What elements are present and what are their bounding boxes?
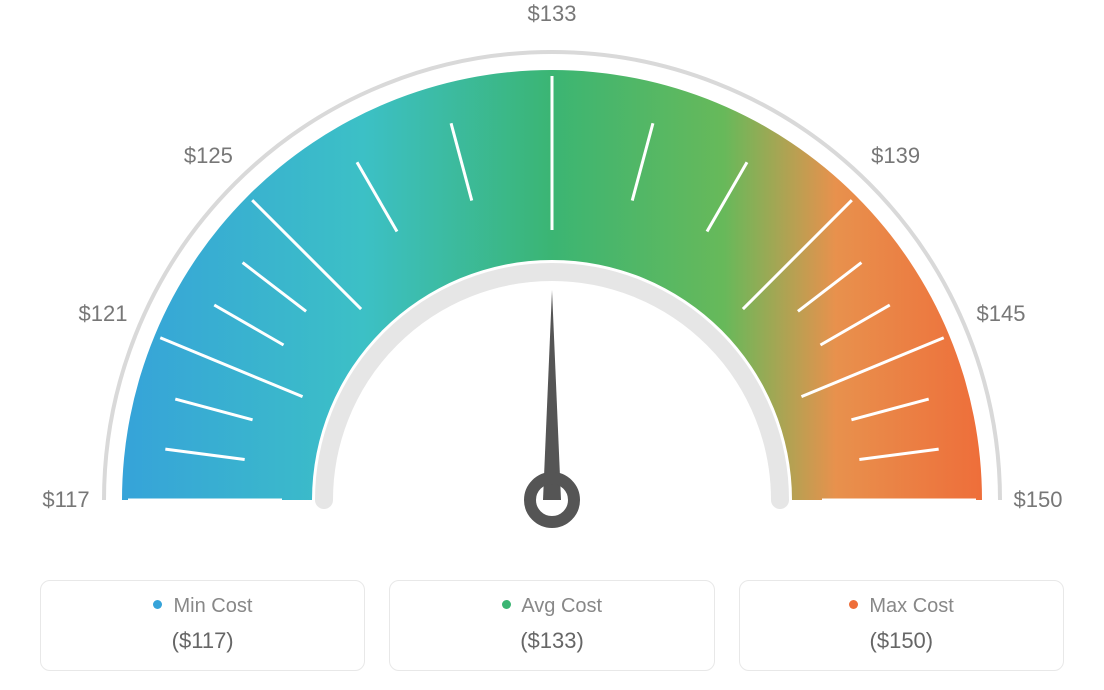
dot-icon [153,600,162,609]
gauge-svg [0,0,1104,560]
legend-max-value: ($150) [750,628,1053,654]
legend-avg-value: ($133) [400,628,703,654]
gauge-tick-label: $139 [871,143,920,169]
dot-icon [849,600,858,609]
legend-row: Min Cost ($117) Avg Cost ($133) Max Cost… [40,580,1064,671]
legend-avg: Avg Cost ($133) [389,580,714,671]
gauge-tick-label: $145 [977,301,1026,327]
cost-gauge: $117 $121 $125 $133 $139 $145 $150 [0,0,1104,560]
legend-min-title-text: Min Cost [173,595,252,617]
gauge-tick-label: $125 [184,143,233,169]
legend-min-value: ($117) [51,628,354,654]
gauge-tick-label: $133 [528,1,577,27]
gauge-tick-label: $117 [42,487,89,513]
legend-min: Min Cost ($117) [40,580,365,671]
gauge-tick-label: $150 [1014,487,1063,513]
gauge-tick-label: $121 [79,301,128,327]
legend-avg-title-text: Avg Cost [521,595,602,617]
legend-max-title: Max Cost [750,595,1053,618]
dot-icon [502,600,511,609]
legend-avg-title: Avg Cost [400,595,703,618]
legend-max: Max Cost ($150) [739,580,1064,671]
legend-min-title: Min Cost [51,595,354,618]
legend-max-title-text: Max Cost [869,595,953,617]
